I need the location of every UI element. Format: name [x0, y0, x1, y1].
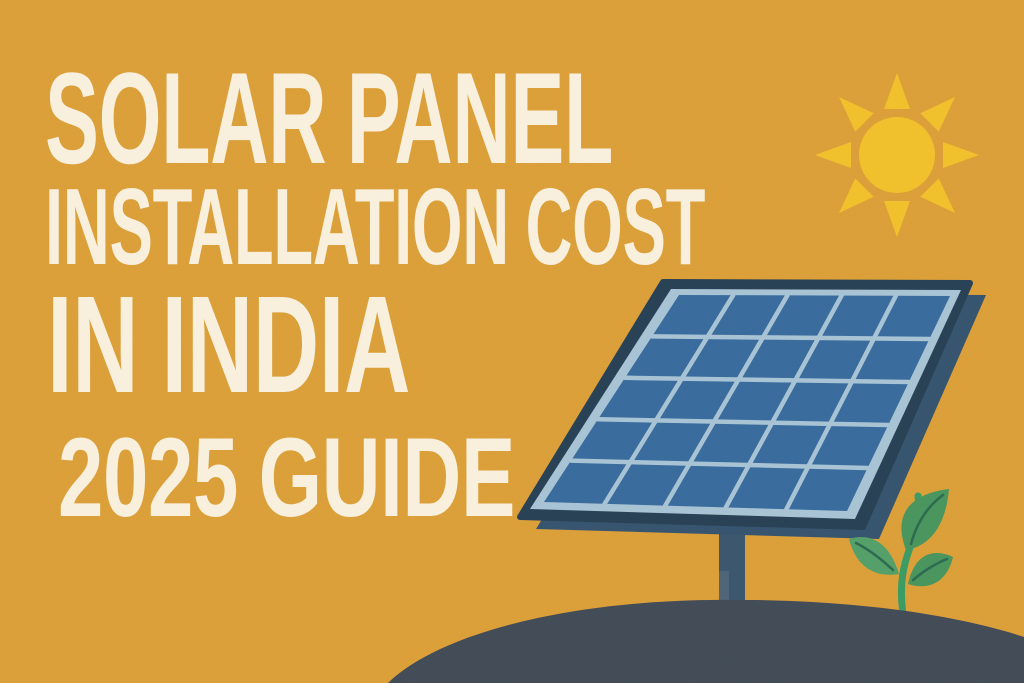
title-line-3: IN INDIA — [47, 268, 410, 422]
title-line-2: INSTALLATION COST — [45, 166, 706, 288]
title-line-4: 2025 GUIDE — [58, 415, 515, 540]
title-line-1: SOLAR PANEL — [45, 45, 614, 191]
